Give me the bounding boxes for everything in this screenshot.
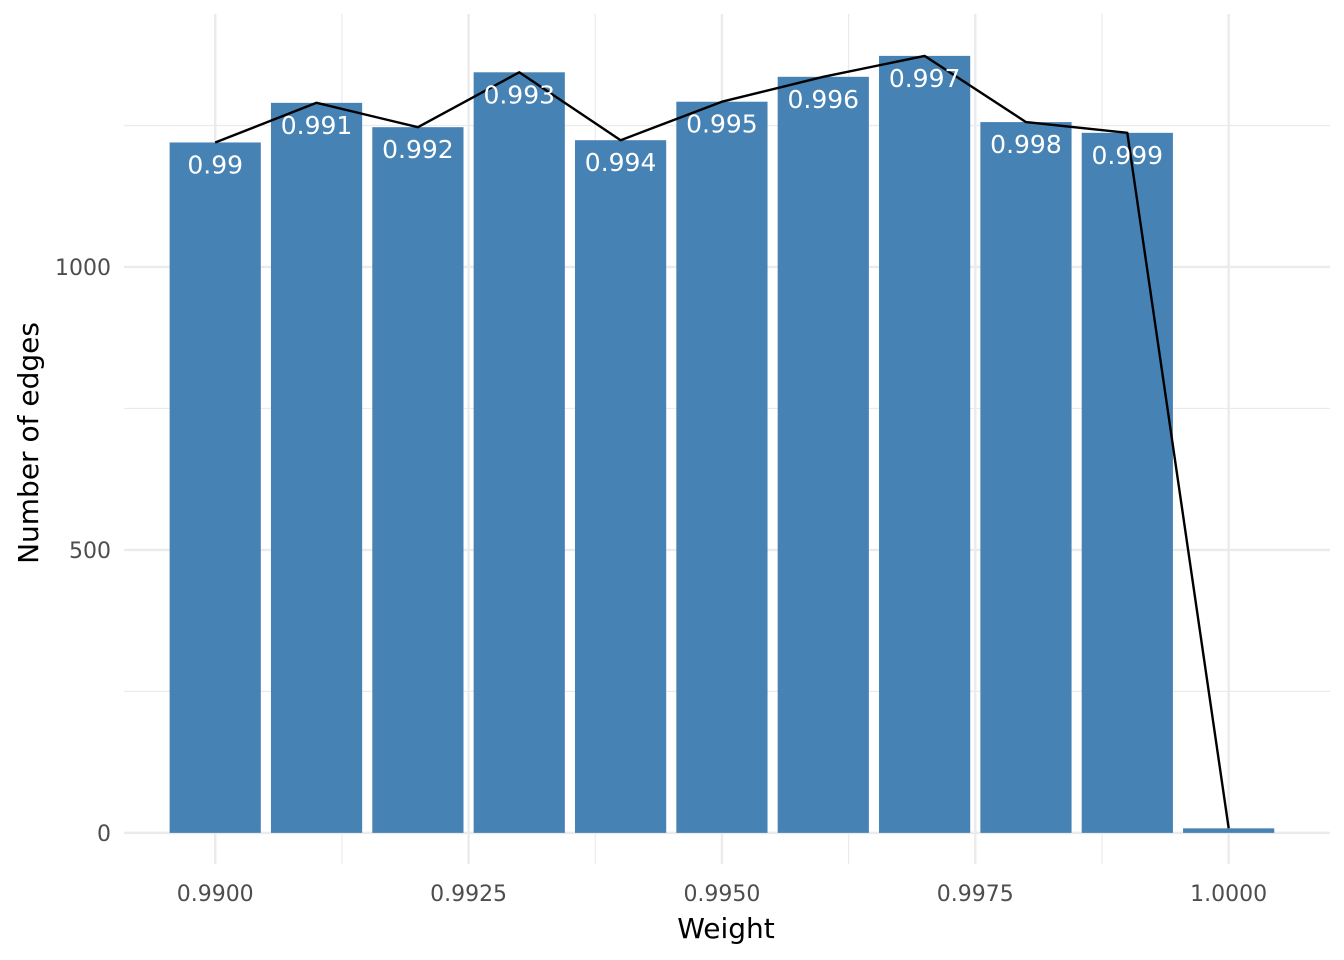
y-tick-label: 500 — [69, 539, 111, 564]
bar-label: 0.99 — [187, 150, 243, 179]
bar-label: 0.996 — [787, 85, 859, 114]
bar — [169, 142, 261, 833]
trend-polyline — [214, 54, 1230, 829]
x-tick-label: 1.0000 — [1190, 882, 1267, 907]
bar-label: 0.993 — [483, 80, 555, 109]
y-tick-label: 1000 — [55, 256, 111, 281]
bar-label: 0.999 — [1092, 141, 1164, 170]
x-axis-ticks: 0.9900 0.9925 0.9950 0.9975 1.0000 — [177, 882, 1267, 907]
x-tick-label: 0.9975 — [937, 882, 1014, 907]
bar — [980, 122, 1072, 833]
y-axis-title: Number of edges — [12, 322, 45, 564]
bar-labels: 0.99 0.991 0.992 0.993 0.994 0.995 0.996 0.997 0… — [187, 64, 1163, 180]
bar — [1183, 828, 1275, 833]
bar — [270, 102, 363, 833]
y-axis-ticks: 0 500 1000 — [55, 256, 111, 847]
trend-line — [214, 54, 1230, 829]
x-tick-label: 0.9925 — [430, 882, 507, 907]
bar — [1081, 132, 1173, 833]
bar-label: 0.992 — [382, 135, 454, 164]
bar — [372, 127, 464, 833]
bars — [169, 55, 1275, 833]
bar-label: 0.998 — [990, 130, 1062, 159]
bar — [473, 72, 565, 833]
bar-label: 0.997 — [889, 64, 961, 93]
bar — [574, 140, 667, 833]
bar-label: 0.991 — [281, 111, 353, 140]
x-tick-label: 0.9900 — [177, 882, 254, 907]
bar — [676, 101, 768, 833]
x-axis-title: Weight — [677, 912, 775, 945]
x-tick-label: 0.9950 — [683, 882, 760, 907]
bar-label: 0.995 — [686, 110, 758, 139]
bar-label: 0.994 — [585, 148, 657, 177]
bar — [879, 55, 971, 833]
bar — [777, 76, 869, 833]
y-tick-label: 0 — [97, 822, 111, 847]
